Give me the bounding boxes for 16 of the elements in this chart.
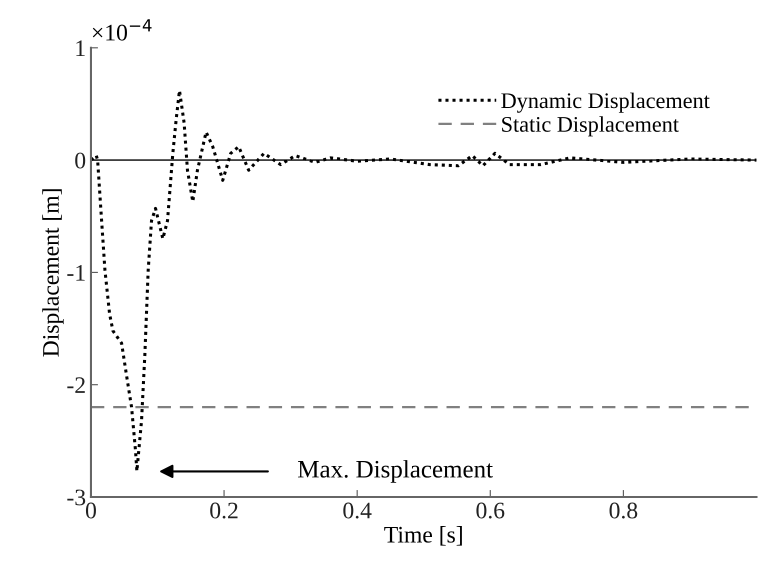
x-tick-label: 0.4 bbox=[343, 502, 372, 519]
y-axis-title: Displacement [m] bbox=[42, 189, 64, 357]
y-tick-label: 0 bbox=[75, 152, 86, 169]
legend-label: Dynamic Displacement bbox=[501, 92, 710, 113]
x-tick-label: 0.8 bbox=[610, 502, 638, 519]
x-axis-title: Time [s] bbox=[384, 526, 462, 546]
y-tick-label: 1 bbox=[76, 40, 85, 56]
legend-label: Static Displacement bbox=[502, 116, 679, 136]
x-tick-label: 0.2 bbox=[210, 502, 238, 519]
x-tick-label: 0 bbox=[86, 502, 96, 518]
y-tick-label: -1 bbox=[67, 265, 85, 281]
annotation: Max. Displacement bbox=[298, 460, 493, 483]
y-tick-label: -2 bbox=[67, 377, 85, 393]
x-tick-label: 0.6 bbox=[476, 502, 504, 519]
text: ×10$^{−4}$ bbox=[92, 19, 152, 41]
y-tick-label: -3 bbox=[67, 490, 86, 506]
